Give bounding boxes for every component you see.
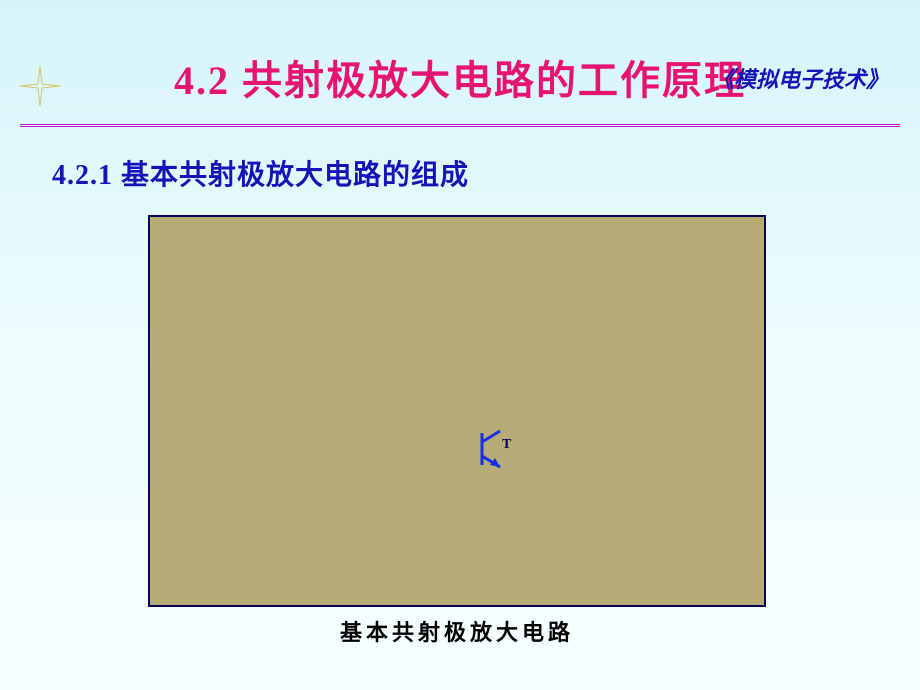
title-divider [20, 124, 900, 127]
course-title: 《模拟电子技术》 [712, 62, 888, 94]
subsection-heading: 4.2.1 基本共射极放大电路的组成 [52, 153, 920, 193]
diagram-container: T 基本共射极放大电路 [148, 215, 920, 647]
transistor-label: T [502, 437, 511, 453]
diagram-box: T [148, 215, 766, 607]
diagram-caption: 基本共射极放大电路 [148, 615, 766, 647]
